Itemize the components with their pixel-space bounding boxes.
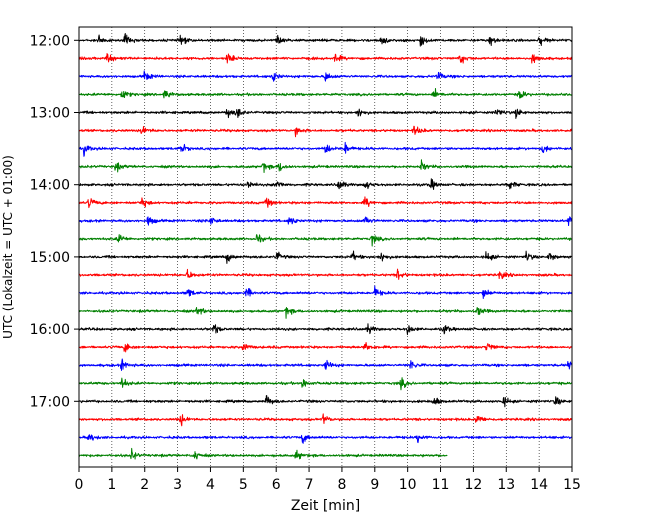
seismic-traces	[78, 32, 573, 460]
trace-row-1430	[78, 216, 573, 227]
x-tick-label: 7	[305, 477, 314, 493]
trace-row-1630	[78, 358, 573, 371]
x-tick-label: 3	[173, 477, 182, 493]
trace-row-1600	[78, 323, 573, 336]
trace-row-1315	[78, 125, 573, 138]
y-tick-label: 13:00	[30, 106, 70, 122]
x-tick-label: 9	[370, 477, 379, 493]
trace-row-1330	[78, 141, 573, 157]
x-tick-label: 4	[206, 477, 215, 493]
trace-row-1515	[78, 268, 573, 280]
trace-row-1615	[78, 341, 573, 353]
x-tick-label: 10	[399, 477, 417, 493]
trace-row-1745	[78, 447, 448, 460]
y-axis-label: UTC (Lokalzeit = UTC + 01:00)	[1, 155, 15, 339]
y-tick-label: 15:00	[30, 250, 70, 266]
y-axis: 12:00 13:00 14:00 15:00 16:00 17:00	[30, 33, 79, 410]
y-tick-label: 14:00	[30, 178, 70, 194]
x-tick-label: 13	[497, 477, 515, 493]
trace-row-1445	[78, 234, 573, 247]
grid-lines	[111, 27, 540, 467]
x-tick-label: 15	[563, 477, 581, 493]
x-tick-label: 8	[337, 477, 346, 493]
trace-row-1345	[78, 159, 573, 173]
trace-row-1645	[78, 377, 573, 391]
y-tick-label: 12:00	[30, 33, 70, 49]
trace-row-1200	[78, 32, 573, 47]
trace-row-1715	[78, 413, 573, 427]
x-tick-label: 5	[239, 477, 248, 493]
trace-row-1730	[78, 434, 573, 444]
trace-row-1215	[78, 52, 573, 64]
x-tick-label: 2	[140, 477, 149, 493]
plot-frame	[78, 26, 573, 468]
trace-row-1500	[78, 250, 573, 264]
trace-row-1700	[78, 395, 573, 408]
trace-row-1415	[78, 196, 573, 209]
trace-row-1545	[78, 306, 573, 319]
trace-row-1400	[78, 178, 573, 190]
trace-row-1245	[78, 88, 573, 99]
x-axis-label: Zeit [min]	[291, 498, 360, 514]
x-tick-label: 6	[272, 477, 281, 493]
trace-row-1530	[78, 285, 573, 299]
y-tick-label: 17:00	[30, 394, 70, 410]
x-tick-label: 14	[530, 477, 548, 493]
trace-row-1230	[78, 70, 573, 82]
x-tick-label: 12	[464, 477, 482, 493]
x-tick-label: 1	[107, 477, 116, 493]
trace-row-1300	[78, 108, 573, 119]
x-tick-label: 0	[75, 477, 84, 493]
y-tick-label: 16:00	[30, 322, 70, 338]
x-axis: 0 1 2 3 4 5 6 7 8 9 10 11 12 13 14 15	[75, 467, 581, 493]
x-tick-label: 11	[432, 477, 450, 493]
